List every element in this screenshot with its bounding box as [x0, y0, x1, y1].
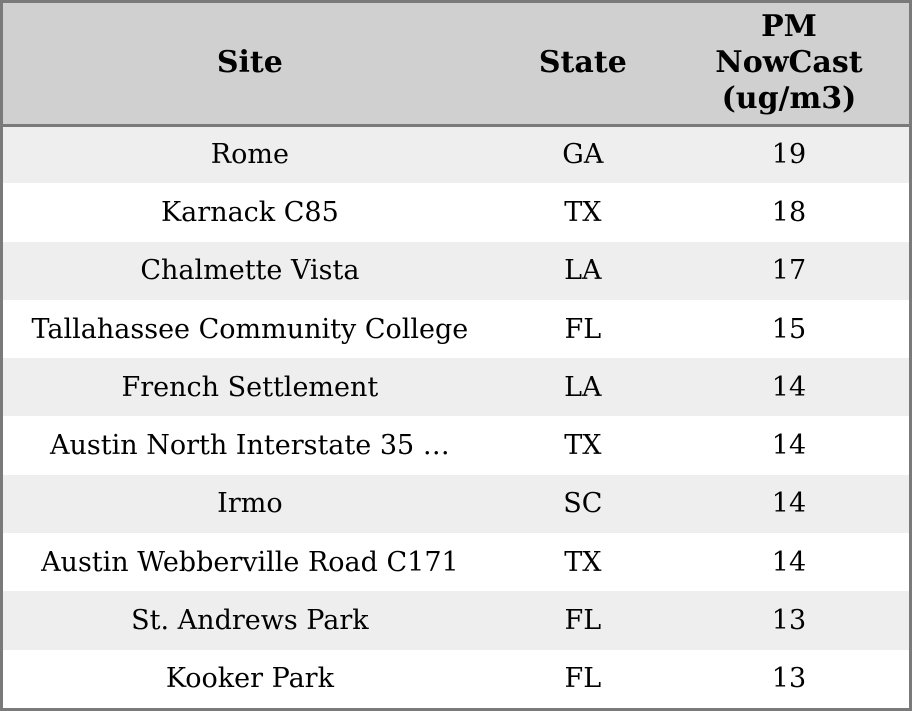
pm-nowcast-cell: 14: [771, 371, 807, 403]
pm-nowcast-cell: 13: [771, 663, 807, 695]
column-header-site: Site: [3, 3, 497, 127]
state-cell: LA: [564, 371, 602, 403]
pm-nowcast-cell: 14: [771, 488, 807, 520]
state-cell: GA: [562, 139, 604, 171]
table-row: Chalmette Vista LA 17: [3, 241, 909, 300]
column-header-state: State: [496, 3, 669, 127]
state-cell: TX: [564, 196, 602, 228]
state-cell: FL: [564, 313, 602, 345]
site-cell: French Settlement: [121, 371, 379, 403]
pm-nowcast-cell: 15: [771, 313, 807, 345]
pm-nowcast-cell: 18: [771, 196, 807, 228]
pm-nowcast-cell: 13: [771, 605, 807, 637]
pm-nowcast-cell: 14: [771, 546, 807, 578]
table-row: Karnack C85 TX 18: [3, 183, 909, 242]
site-cell: Chalmette Vista: [140, 255, 360, 287]
state-cell: FL: [564, 663, 602, 695]
state-cell: LA: [564, 255, 602, 287]
column-header-pm-nowcast: PM NowCast (ug/m3): [668, 3, 909, 127]
state-cell: TX: [564, 546, 602, 578]
state-cell: TX: [564, 430, 602, 462]
table-row: Austin North Interstate 35 … TX 14: [3, 416, 909, 475]
site-cell: Rome: [210, 139, 289, 171]
site-cell: Kooker Park: [165, 663, 334, 695]
state-cell: SC: [563, 488, 603, 520]
site-cell: Irmo: [217, 488, 283, 520]
state-cell: FL: [564, 605, 602, 637]
table-row: Austin Webberville Road C171 TX 14: [3, 533, 909, 592]
site-cell: Tallahassee Community College: [31, 313, 469, 345]
table-row: Rome GA 19: [3, 125, 909, 184]
table-row: Kooker Park FL 13: [3, 649, 909, 708]
header-row: Site State PM NowCast (ug/m3): [3, 3, 909, 127]
column-header-state-label: State: [538, 45, 627, 81]
table-header: Site State PM NowCast (ug/m3): [3, 3, 909, 127]
table-row: Irmo SC 14: [3, 474, 909, 534]
table-row: French Settlement LA 14: [3, 358, 909, 417]
table-body: Rome GA 19 Karnack C85 TX 18 Chalmette V…: [3, 125, 909, 708]
column-header-site-label: Site: [216, 45, 283, 81]
pm-nowcast-table-grid: Site State PM NowCast (ug/m3) Rome GA 19…: [3, 3, 909, 708]
column-header-pm-nowcast-label: PM NowCast (ug/m3): [715, 9, 863, 117]
table-row: St. Andrews Park FL 13: [3, 591, 909, 650]
site-cell: Austin North Interstate 35 …: [50, 430, 450, 462]
table-row: Tallahassee Community College FL 15: [3, 299, 909, 359]
site-cell: Austin Webberville Road C171: [41, 546, 459, 578]
site-cell: St. Andrews Park: [131, 605, 369, 637]
site-cell: Karnack C85: [161, 196, 339, 228]
pm-nowcast-cell: 14: [771, 430, 807, 462]
pm-nowcast-cell: 17: [771, 255, 807, 287]
pm-nowcast-cell: 19: [771, 139, 807, 171]
